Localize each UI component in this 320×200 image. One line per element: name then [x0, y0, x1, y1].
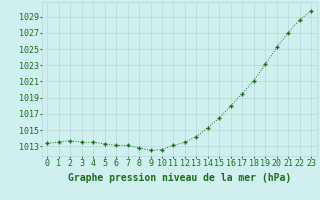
X-axis label: Graphe pression niveau de la mer (hPa): Graphe pression niveau de la mer (hPa) [68, 173, 291, 183]
